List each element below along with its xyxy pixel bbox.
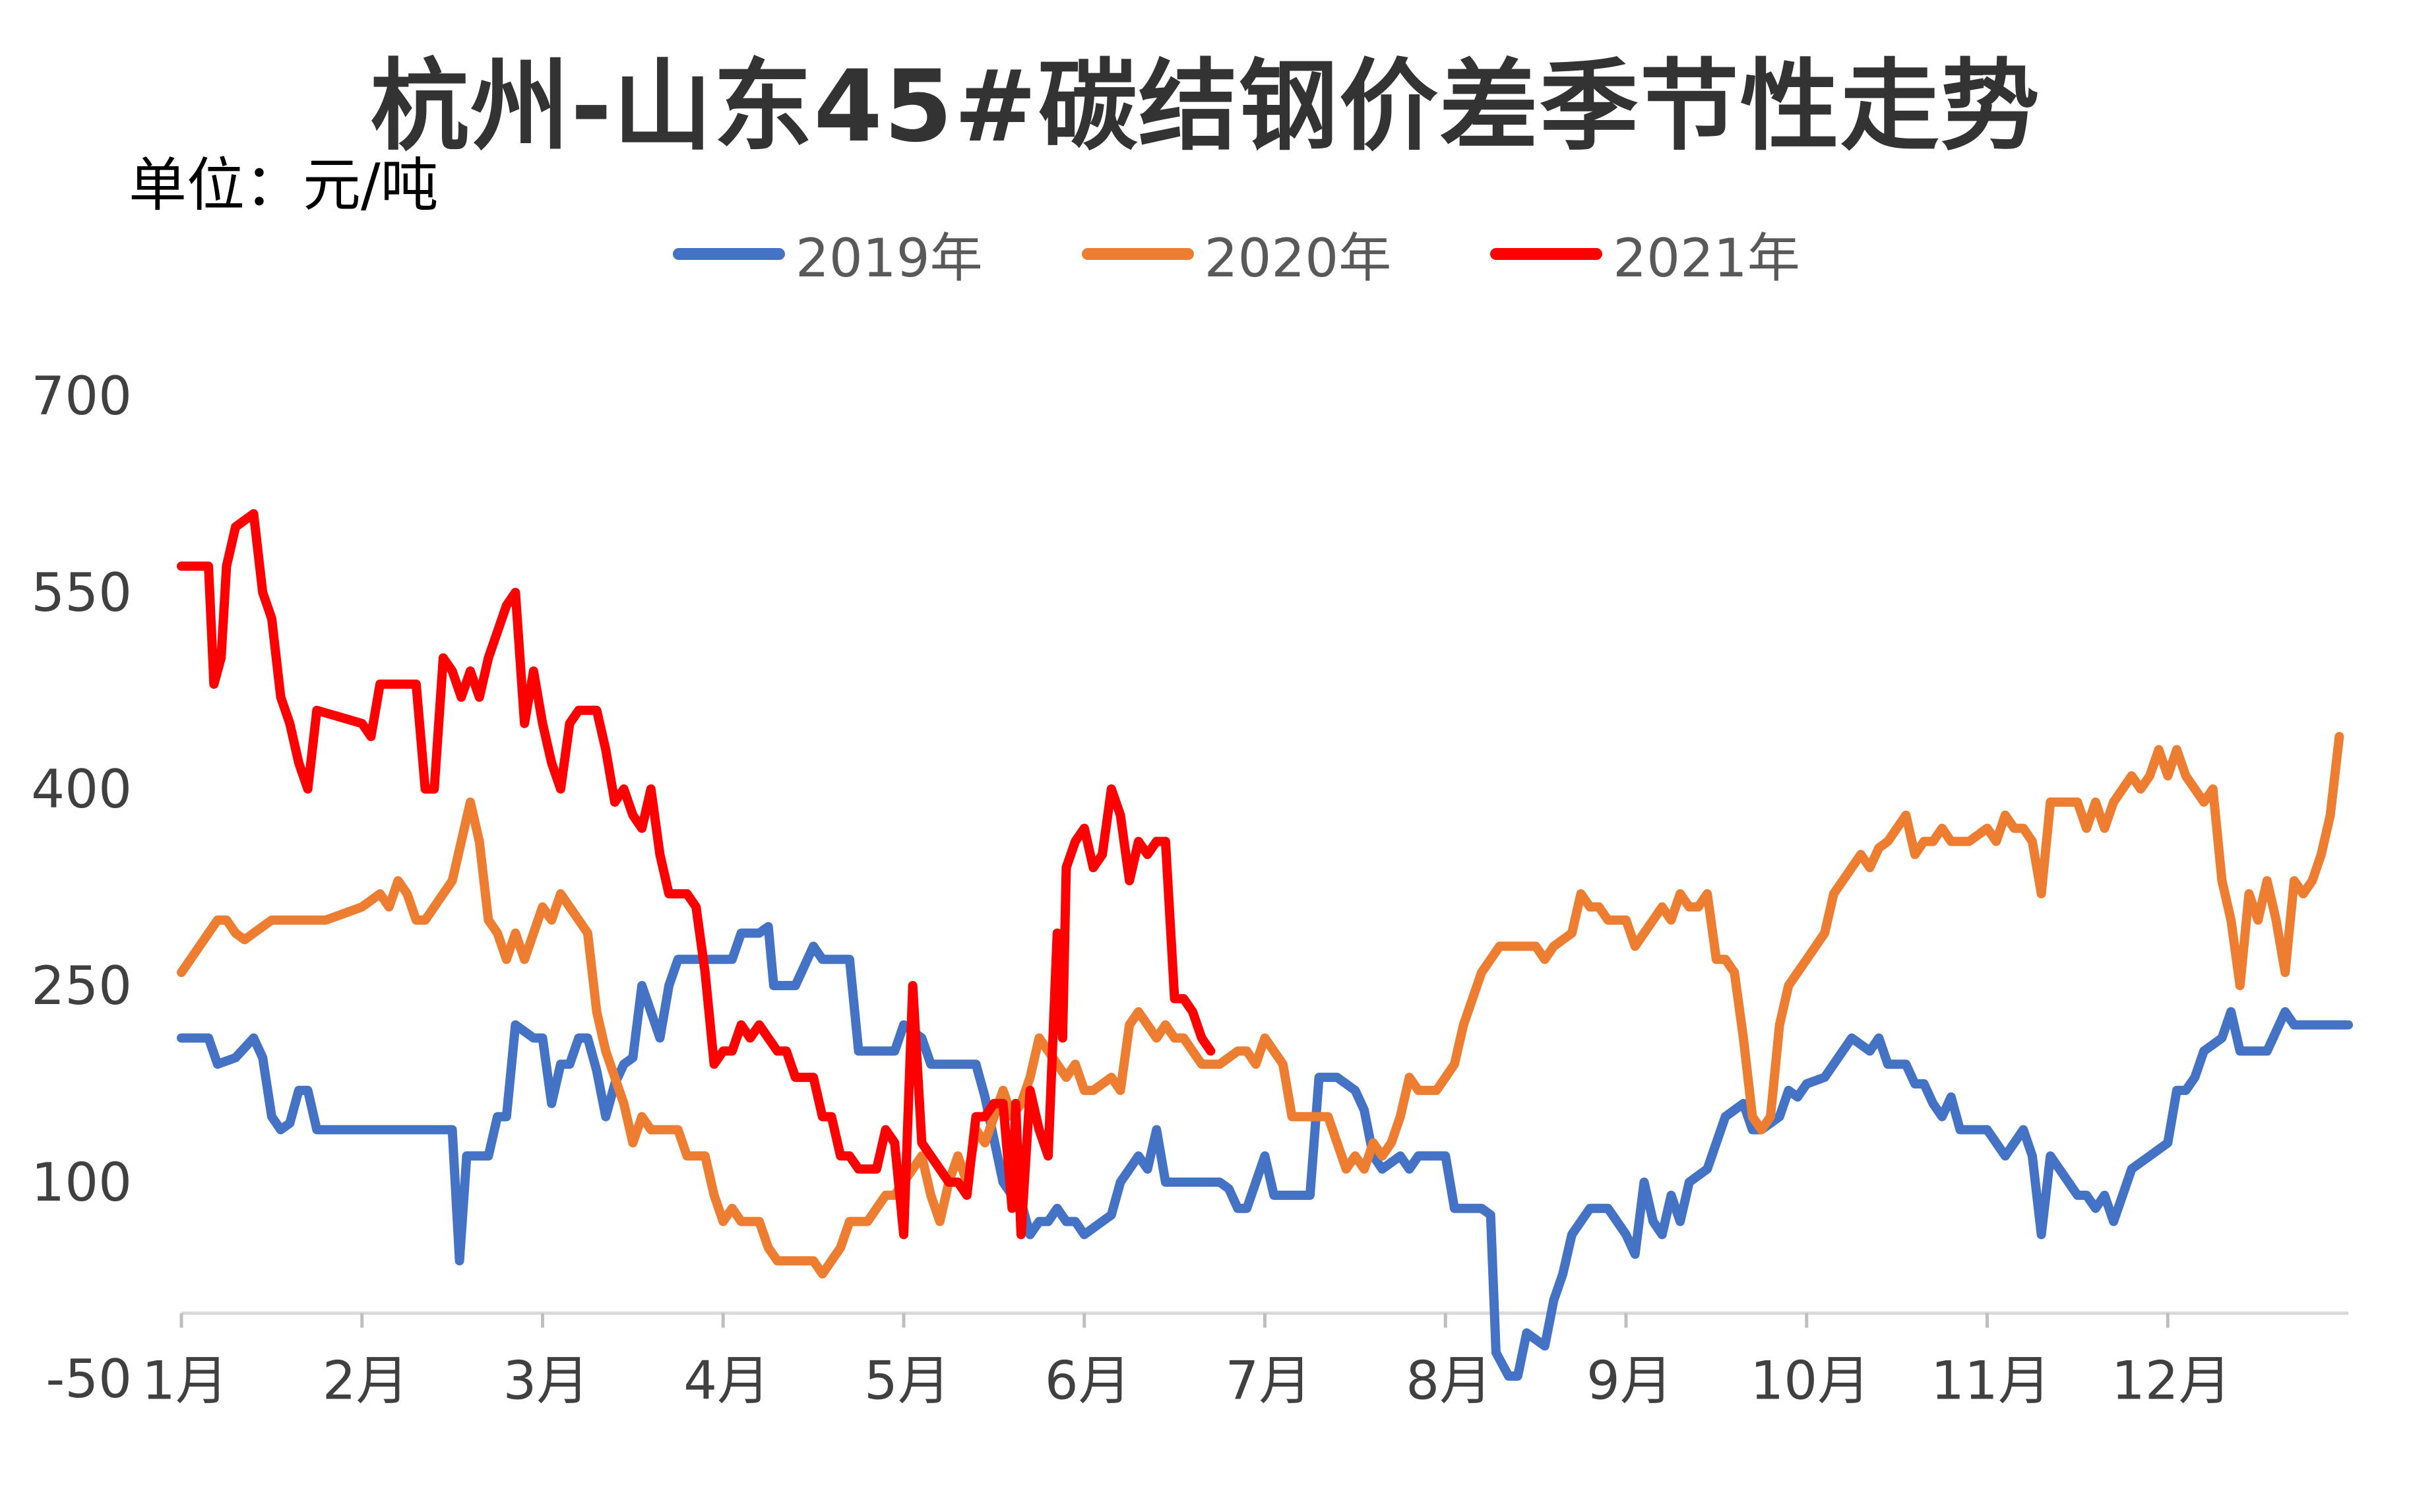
series-line-2019 <box>177 922 2353 1381</box>
legend-label-2020: 2020年 <box>1204 228 1392 289</box>
y-tick-label: -50 <box>46 1348 132 1410</box>
legend-item-2020: 2020年 <box>1081 216 1392 292</box>
x-axis: 1月 2月 3月 4月 5月 6月 7月 8月 9月 10月 11月 12月 <box>142 1311 2348 1412</box>
x-tick-label: 7月 <box>1226 1350 1312 1412</box>
legend-label-2021: 2021年 <box>1613 228 1800 289</box>
x-tick-label: 2月 <box>323 1350 409 1412</box>
series-line-2021 <box>177 509 1216 1240</box>
x-tick-label: 8月 <box>1406 1350 1492 1412</box>
series-lines <box>177 509 2353 1381</box>
y-tick-labels: -50 100 250 400 550 700 <box>31 365 132 1410</box>
unit-label: 单位：元/吨 <box>129 151 439 219</box>
legend-swatch-2021 <box>1490 248 1603 260</box>
x-tick-label: 1月 <box>142 1350 228 1412</box>
legend-swatch-2020 <box>1081 248 1194 260</box>
series-line-2020 <box>177 732 2344 1279</box>
y-tick-label: 700 <box>31 365 132 427</box>
legend-swatch-2019 <box>673 248 785 260</box>
x-tick-label: 10月 <box>1750 1350 1870 1412</box>
x-tick-label: 3月 <box>503 1350 590 1412</box>
y-tick-label: 400 <box>31 759 132 820</box>
legend-item-2019: 2019年 <box>673 216 983 292</box>
y-tick-label: 100 <box>31 1152 132 1213</box>
chart-title: 杭州-山东45#碳结钢价差季节性走势 <box>370 49 2041 164</box>
y-tick-label: 550 <box>31 562 132 623</box>
x-tick-label: 6月 <box>1045 1350 1131 1412</box>
x-tick-label: 5月 <box>864 1350 951 1412</box>
x-tick-label: 4月 <box>683 1350 770 1412</box>
legend: 2019年 2020年 2021年 <box>673 218 1899 290</box>
x-tick-label: 9月 <box>1586 1350 1673 1412</box>
legend-item-2021: 2021年 <box>1490 216 1800 292</box>
x-tick-label: 12月 <box>2112 1350 2232 1412</box>
legend-label-2019: 2019年 <box>796 228 983 289</box>
x-tick-label: 11月 <box>1931 1350 2051 1412</box>
y-tick-label: 250 <box>31 955 132 1017</box>
